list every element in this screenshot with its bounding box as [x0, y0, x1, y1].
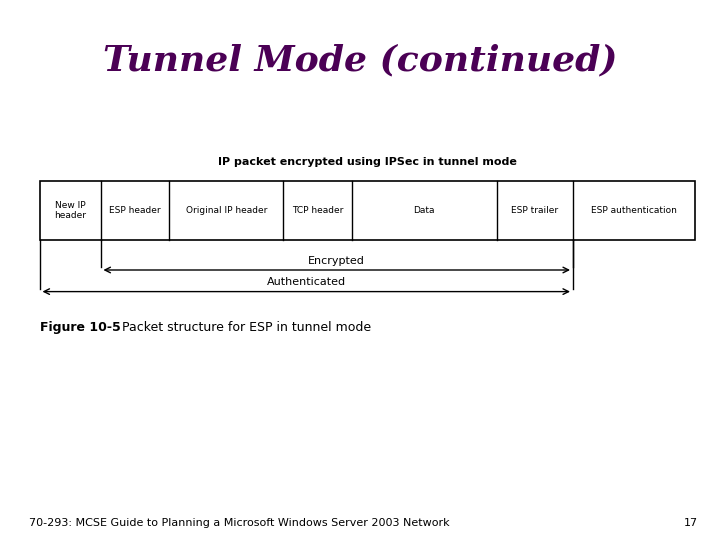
Text: TCP header: TCP header	[292, 206, 343, 215]
Text: Original IP header: Original IP header	[186, 206, 267, 215]
Text: 70-293: MCSE Guide to Planning a Microsoft Windows Server 2003 Network: 70-293: MCSE Guide to Planning a Microso…	[29, 518, 449, 528]
Text: Figure 10-5: Figure 10-5	[40, 321, 120, 334]
Text: ESP authentication: ESP authentication	[591, 206, 677, 215]
Text: IP packet encrypted using IPSec in tunnel mode: IP packet encrypted using IPSec in tunne…	[217, 157, 517, 167]
Text: Encrypted: Encrypted	[308, 255, 365, 266]
Text: Data: Data	[413, 206, 435, 215]
Text: Authenticated: Authenticated	[266, 277, 346, 287]
Text: ESP header: ESP header	[109, 206, 161, 215]
Text: 17: 17	[684, 518, 698, 528]
Text: Tunnel Mode (continued): Tunnel Mode (continued)	[103, 43, 617, 77]
Bar	[40, 181, 695, 240]
Text: Packet structure for ESP in tunnel mode: Packet structure for ESP in tunnel mode	[122, 321, 372, 334]
Text: New IP
header: New IP header	[54, 201, 86, 220]
Text: ESP trailer: ESP trailer	[511, 206, 559, 215]
